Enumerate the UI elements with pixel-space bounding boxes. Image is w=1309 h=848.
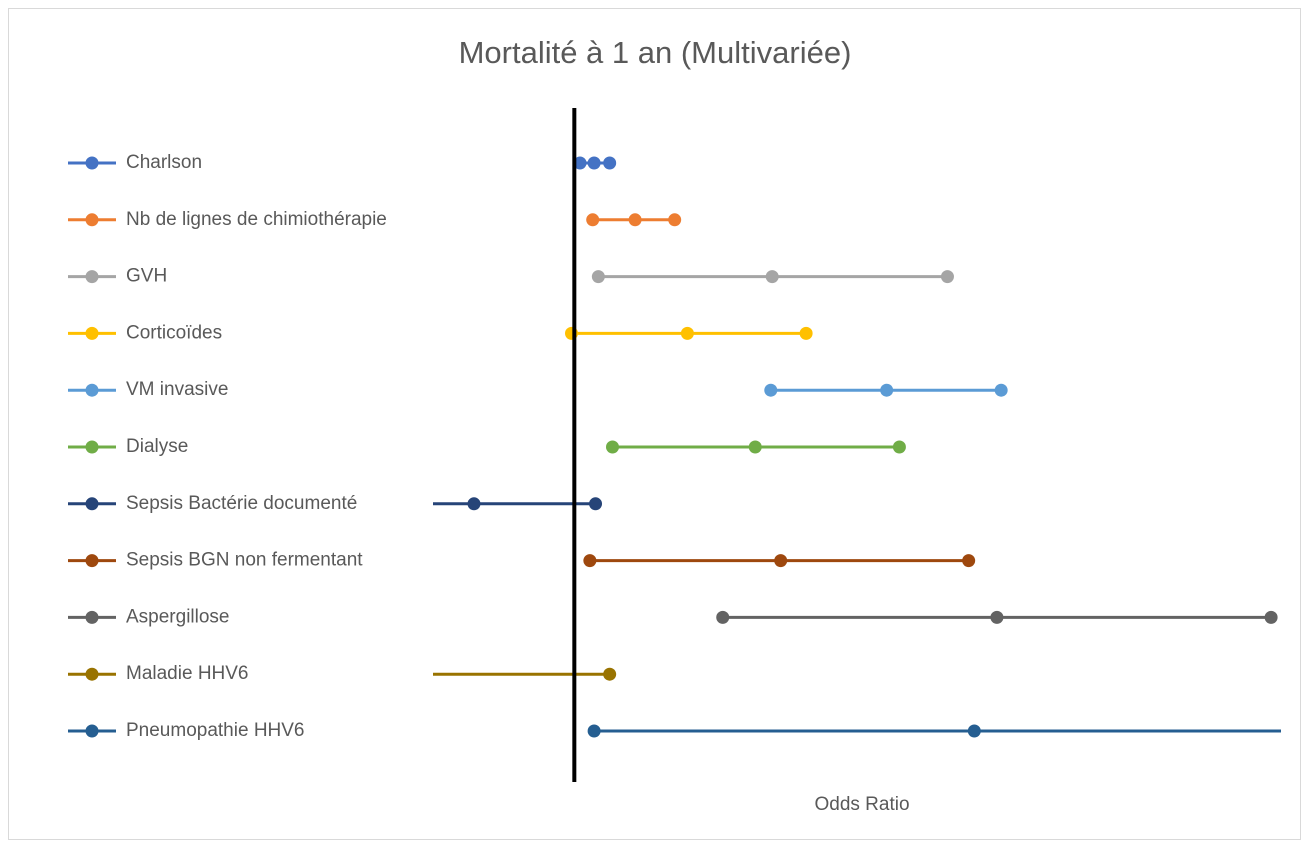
point [587,724,601,738]
legend-label: Sepsis Bactérie documenté [126,493,357,514]
point [586,213,600,227]
point [680,326,694,340]
point [587,156,601,170]
legend-marker [85,497,99,511]
point [603,156,617,170]
x-axis-label: Odds Ratio [814,794,909,815]
point [583,554,597,568]
point [589,497,603,511]
legend-label: Dialyse [126,436,188,457]
legend-label: Nb de lignes de chimiothérapie [126,209,387,230]
point [748,440,762,454]
point [765,270,779,284]
legend-label: Aspergillose [126,606,230,627]
legend-label: Pneumopathie HHV6 [126,720,305,741]
point [591,270,605,284]
point [940,270,954,284]
point [628,213,642,227]
legend-marker [85,156,99,170]
point [573,156,587,170]
legend-marker [85,270,99,284]
point [880,383,894,397]
legend-marker [85,667,99,681]
point [1264,610,1278,624]
point [716,610,730,624]
plot-area [433,156,1281,738]
legend-label: VM invasive [126,379,228,400]
legend-label: GVH [126,266,167,287]
point [605,440,619,454]
point [764,383,778,397]
legend-marker [85,440,99,454]
legend-marker [85,326,99,340]
point [603,667,617,681]
point [994,383,1008,397]
legend-marker [85,213,99,227]
legend-label: Sepsis BGN non fermentant [126,550,363,571]
legend-label: Charlson [126,152,202,173]
legend-marker [85,383,99,397]
point [892,440,906,454]
point [990,610,1004,624]
point [799,326,813,340]
legend-marker [85,554,99,568]
chart-title: Mortalité à 1 an (Multivariée) [459,35,852,70]
legend-label: Corticoïdes [126,322,222,343]
legend-marker [85,610,99,624]
point [668,213,682,227]
point [967,724,981,738]
chart-frame [8,8,1301,840]
point [962,554,976,568]
legend-label: Maladie HHV6 [126,663,249,684]
legend-marker [85,724,99,738]
point [774,554,788,568]
point [467,497,481,511]
